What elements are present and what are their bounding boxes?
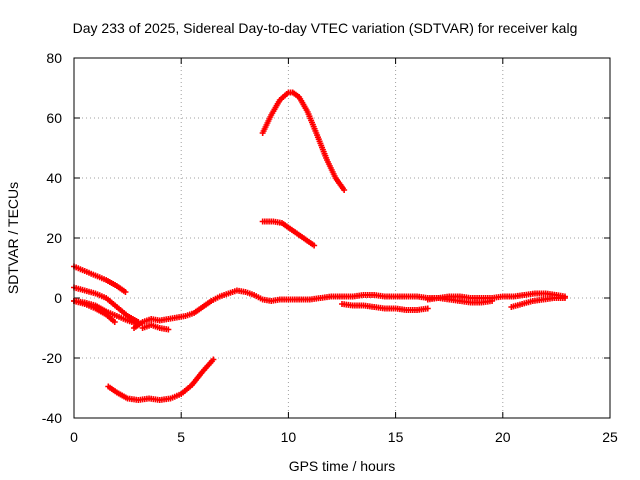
y-tick-label: -40: [42, 410, 62, 426]
series-arc10: [339, 301, 431, 313]
x-tick-label: 15: [388, 429, 404, 445]
series-arc4: [71, 284, 142, 325]
y-tick-label: 60: [46, 110, 62, 126]
y-tick-label: -20: [42, 350, 62, 366]
series-arc6: [71, 298, 140, 327]
data-point-marker: [210, 356, 217, 363]
series-arc11: [424, 295, 496, 306]
data-point-marker: [424, 305, 431, 312]
data-point-marker: [341, 187, 348, 193]
data-point-marker: [489, 298, 496, 304]
y-axis-label: SDTVAR / TECUs: [5, 182, 21, 294]
x-tick-label: 0: [70, 429, 78, 445]
x-tick-label: 10: [281, 429, 297, 445]
x-tick-label: 25: [602, 429, 618, 445]
series-arc2: [259, 218, 318, 249]
x-tick-label: 5: [177, 429, 185, 445]
grid-lines: [74, 58, 610, 418]
series-arc9: [139, 322, 172, 333]
data-point-marker: [165, 326, 172, 333]
x-tick-labels: 0 5 10 15 20 25: [70, 429, 618, 445]
series-arc7: [105, 356, 217, 403]
series-arc12: [508, 295, 568, 310]
y-tick-label: 80: [46, 50, 62, 66]
data-point-marker: [311, 242, 318, 249]
series-arc1: [259, 89, 348, 193]
series-arc8: [131, 287, 568, 331]
y-tick-label: 20: [46, 230, 62, 246]
y-tick-label: 0: [54, 290, 62, 306]
y-tick-labels: -40 -20 0 20 40 60 80: [42, 50, 62, 426]
chart-title: Day 233 of 2025, Sidereal Day-to-day VTE…: [73, 20, 578, 36]
x-tick-label: 20: [495, 429, 511, 445]
plot-frame: [73, 57, 611, 419]
data-point-marker: [561, 295, 568, 301]
data-point-marker: [111, 319, 118, 325]
y-tick-label: 40: [46, 170, 62, 186]
data-point-marker: [122, 289, 129, 295]
plot-series: [71, 89, 568, 403]
x-axis-label: GPS time / hours: [289, 458, 396, 474]
